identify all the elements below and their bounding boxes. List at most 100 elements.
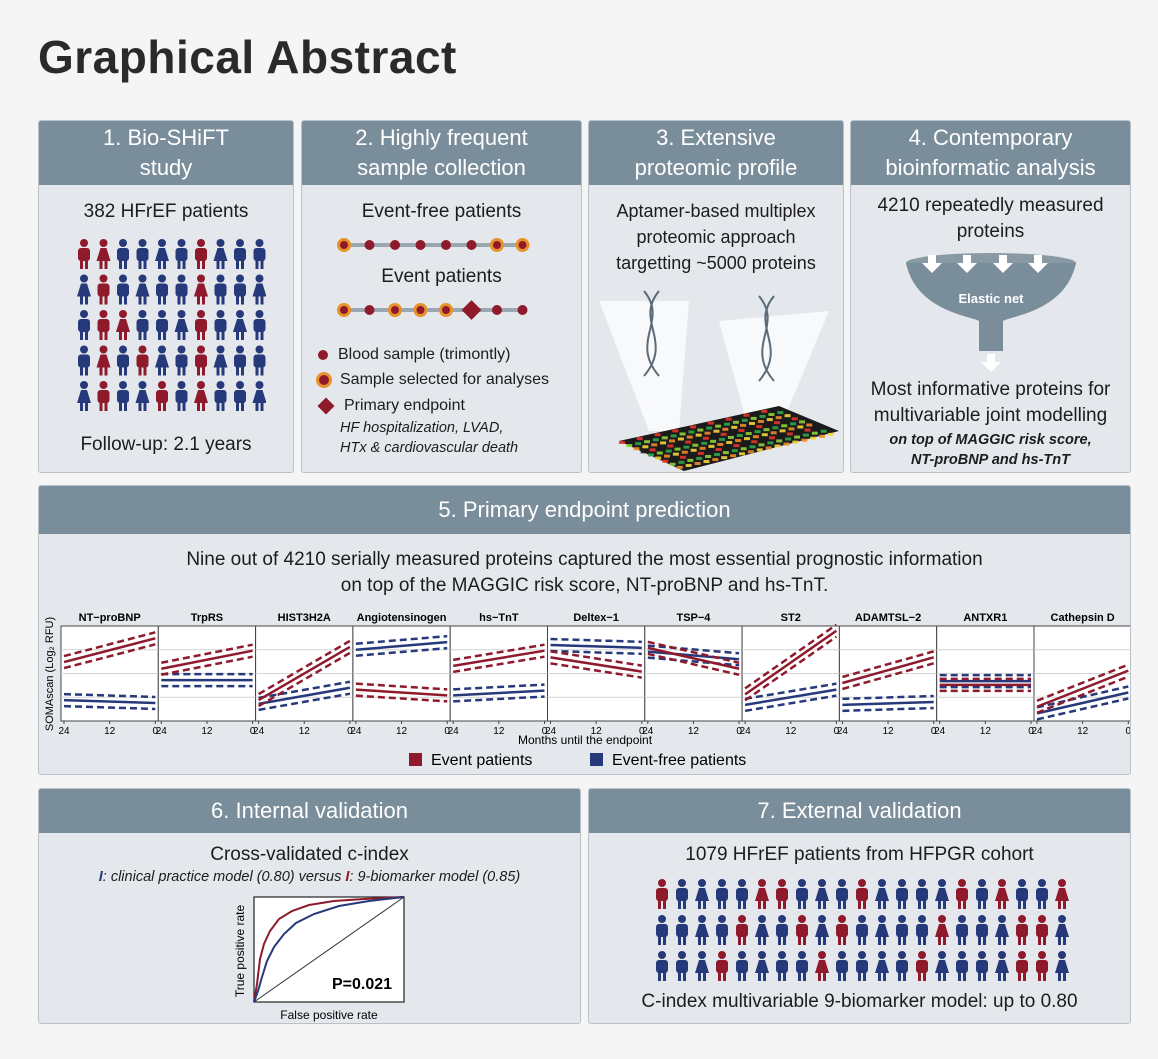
person-icon	[1016, 915, 1028, 945]
person-icon	[136, 345, 149, 376]
event-mean-line	[550, 656, 642, 673]
legend-selected-sample: Sample selected for analyses	[316, 371, 549, 389]
person-icon	[253, 345, 266, 376]
protein-name: ADAMTSL−2	[855, 612, 921, 624]
person-icon	[117, 274, 129, 305]
event-ci-upper	[355, 682, 448, 691]
x-tick-label: 0	[347, 726, 353, 737]
event-free-ci-upper	[744, 682, 837, 701]
proteomic-line: proteomic approach	[636, 227, 796, 247]
biomarker-text: : 9-biomarker model (0.85)	[349, 869, 521, 885]
person-icon	[156, 310, 168, 340]
proteins-line: 4210 repeatedly measured	[877, 195, 1104, 216]
event-mean-line	[452, 649, 545, 668]
heading-line: proteomic profile	[634, 155, 798, 180]
x-tick-label: 12	[493, 726, 505, 737]
blood-sample-marker	[364, 305, 375, 315]
chart-y-label: SOMAscan (Log₂ RFU)	[44, 617, 56, 731]
person-icon	[117, 381, 129, 411]
person-icon	[716, 951, 728, 981]
person-icon	[234, 274, 246, 305]
person-icon	[815, 915, 829, 945]
person-icon	[736, 879, 748, 909]
event-ci-lower	[63, 643, 156, 670]
person-icon	[736, 915, 748, 945]
elastic-net-funnel: Elastic net	[906, 253, 1076, 372]
event-ci-lower	[161, 655, 253, 676]
event-ci-upper	[63, 631, 156, 658]
person-icon	[234, 345, 246, 376]
protein-name: Angiotensinogen	[357, 612, 447, 624]
person-icon	[815, 879, 829, 909]
person-icon	[676, 879, 688, 909]
legend-blood-sample: Blood sample (trimontly)	[318, 346, 511, 364]
result-note: NT-proBNP and hs-TnT	[911, 452, 1070, 468]
person-icon	[875, 879, 889, 909]
x-tick-label: 12	[591, 726, 603, 737]
x-tick-label: 0	[250, 726, 256, 737]
x-tick-label: 0	[542, 726, 548, 737]
person-icon	[96, 345, 111, 376]
person-icon	[253, 310, 266, 340]
person-icon	[156, 381, 168, 411]
heading-line: study	[139, 155, 193, 180]
blood-sample-marker	[415, 240, 426, 250]
person-icon	[1036, 951, 1048, 981]
person-icon	[194, 274, 208, 305]
person-icon	[796, 951, 808, 981]
person-icon	[815, 951, 829, 981]
person-icon	[136, 310, 149, 340]
person-icon	[695, 951, 709, 981]
event-free-ci-upper	[63, 692, 156, 699]
person-icon	[1016, 951, 1028, 981]
person-icon	[96, 239, 111, 269]
event-ci-lower	[842, 662, 935, 691]
person-icon	[896, 951, 908, 981]
p-value: P=0.021	[332, 976, 392, 993]
person-icon	[214, 381, 227, 411]
panel-heading: 7. External validation	[589, 789, 1130, 833]
x-tick-label: 24	[545, 726, 557, 737]
protein-name: Cathepsin D	[1051, 612, 1115, 624]
page-title: Graphical Abstract	[38, 31, 457, 83]
person-icon	[234, 381, 246, 411]
legend-event-swatch	[409, 753, 422, 766]
panel-heading: 2. Highly frequent sample collection	[302, 121, 581, 185]
person-icon	[213, 345, 228, 376]
x-tick-label: 12	[785, 726, 797, 737]
event-ci-upper	[1036, 663, 1129, 702]
protein-name: ANTXR1	[963, 612, 1007, 624]
heading-line: 2. Highly frequent	[355, 125, 528, 150]
person-icon	[856, 915, 868, 945]
selected-sample-marker	[413, 303, 428, 317]
x-tick-label: 24	[837, 726, 849, 737]
event-free-ci-upper	[355, 634, 448, 645]
person-icon	[174, 310, 189, 340]
follow-up-text: Follow-up: 2.1 years	[80, 434, 252, 455]
event-free-ci-upper	[647, 644, 740, 655]
event-mean-line	[63, 637, 156, 664]
person-icon	[233, 310, 247, 340]
selected-sample-marker	[388, 303, 402, 317]
legend-eventfree-swatch	[590, 753, 603, 766]
event-free-label: Event-free patients	[361, 201, 522, 222]
clinical-marker: I	[98, 869, 103, 885]
event-timeline	[337, 300, 528, 320]
person-icon	[195, 345, 207, 376]
person-icon	[1055, 879, 1069, 909]
x-tick-label: 24	[934, 726, 946, 737]
event-free-ci-lower	[550, 649, 642, 656]
person-icon	[214, 274, 227, 305]
protein-name: NT−proBNP	[79, 612, 141, 624]
event-free-mean-line	[355, 640, 448, 651]
heading-line: bioinformatic analysis	[885, 155, 1096, 180]
panel-heading: 5. Primary endpoint prediction	[39, 486, 1130, 534]
event-free-ci-lower	[647, 656, 740, 667]
person-icon	[175, 239, 188, 269]
panel-proteomic-profile: 3. Extensive proteomic profile Aptamer-b…	[588, 120, 844, 473]
person-icon	[155, 239, 169, 269]
person-icon	[836, 879, 848, 909]
chart-x-label: Months until the endpoint	[518, 733, 653, 747]
x-tick-label: 24	[642, 726, 654, 737]
person-icon	[78, 310, 90, 340]
